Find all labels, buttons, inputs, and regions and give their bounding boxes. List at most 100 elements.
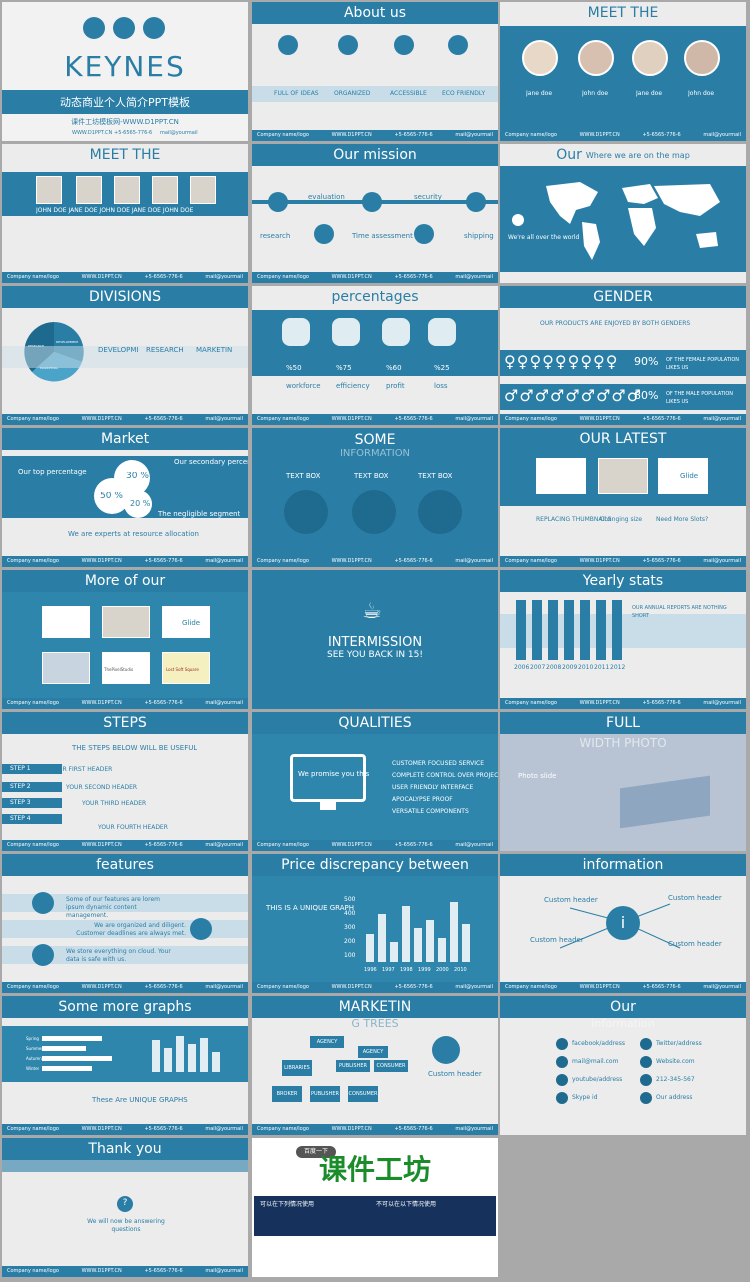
contact-item[interactable]: facebook/address xyxy=(572,1040,625,1047)
slide-latest[interactable]: OUR LATEST Glide REPLACING THUMBNAILS Ch… xyxy=(500,428,746,567)
slide-title: Yearly stats xyxy=(500,570,746,592)
slide-more-graphs[interactable]: Some more graphs Spring Summer Autumn Wi… xyxy=(2,996,248,1135)
year-label: 2012 xyxy=(610,664,626,671)
tree-node[interactable]: PUBLISHER xyxy=(336,1060,370,1072)
feature-band xyxy=(2,894,248,912)
footer: Company name/logo WWW.D1PPT.CN +5-6565-776… xyxy=(500,414,746,425)
slide-promo[interactable]: 百度一下 课件工坊 可以在下列情况使用 不可以在以下情况使用 xyxy=(252,1138,498,1277)
lost-soft-logo: Lost Soft Square xyxy=(166,667,199,672)
slide-meet-1[interactable]: MEET THE Jane doe John doe Jane doe John… xyxy=(500,2,746,141)
year-bar xyxy=(532,600,542,660)
footer: Company name/logo WWW.D1PPT.CN +5-6565-776… xyxy=(2,840,248,851)
latest-item: Changing size xyxy=(600,516,643,523)
tree-node[interactable]: LIBRARIES xyxy=(282,1060,312,1076)
percent-value: %75 xyxy=(336,364,352,372)
tree-node[interactable]: BROKER xyxy=(272,1086,302,1102)
slide-full-photo[interactable]: FULL WIDTH PHOTO Photo slide xyxy=(500,712,746,851)
text-circle xyxy=(418,490,462,534)
step-header: YOUR FIRST HEADER xyxy=(50,766,113,773)
tree-node[interactable]: AGENCY xyxy=(358,1046,388,1058)
step-header: YOUR FOURTH HEADER xyxy=(98,824,168,831)
price-bar xyxy=(438,938,446,962)
step-4 xyxy=(2,814,62,824)
hbar-cat: Winter xyxy=(26,1066,40,1071)
percent-shape xyxy=(382,318,410,346)
step-label: STEP 2 xyxy=(10,783,31,790)
quality-item: USER FRIENDLY INTERFACE xyxy=(392,784,474,791)
contact-item[interactable]: Our address xyxy=(656,1094,693,1101)
intermission-title: INTERMISSION xyxy=(327,636,423,650)
slide-qualities[interactable]: QUALITIES We promise you this CUSTOMER F… xyxy=(252,712,498,851)
stopwatch-icon xyxy=(362,192,382,212)
slide-mission[interactable]: Our mission research evaluation Time ass… xyxy=(252,144,498,283)
male-band xyxy=(500,384,746,410)
latest-item: REPLACING THUMBNAILS xyxy=(536,516,612,523)
slide-cover[interactable]: KEYNES 动态商业个人简介PPT模板 课件工坊模板网-WWW.D1PPT.C… xyxy=(2,2,248,141)
contact-item[interactable]: Skype id xyxy=(572,1094,598,1101)
search-icon xyxy=(268,192,288,212)
male-percent: 80% xyxy=(634,390,659,402)
gallery-item xyxy=(102,652,150,684)
slide-marketing-trees[interactable]: MARKETIN G TREES AGENCY AGENCY PUBLISHER… xyxy=(252,996,498,1135)
footer: Company name/logo WWW.D1PPT.CN +5-6565-776… xyxy=(500,698,746,709)
slide-contact[interactable]: Our information facebook/address mail@ma… xyxy=(500,996,746,1135)
gender-headline: OUR PRODUCTS ARE ENJOYED BY BOTH GENDERS xyxy=(540,320,691,327)
person-name: Jane doe xyxy=(526,90,553,97)
slide-information[interactable]: information i Custom header Custom heade… xyxy=(500,854,746,993)
contact-item[interactable]: youtube/address xyxy=(572,1076,623,1083)
slide-price[interactable]: Price discrepancy between THIS IS A UNIQ… xyxy=(252,854,498,993)
slide-some-info[interactable]: SOME INFORMATION TEXT BOX TEXT BOX TEXT … xyxy=(252,428,498,567)
step-label: shipping xyxy=(464,232,494,240)
year-bar xyxy=(596,600,606,660)
price-bar xyxy=(426,920,434,962)
contact-item[interactable]: mail@mail.com xyxy=(572,1058,619,1065)
tree-node[interactable]: CONSUMER xyxy=(374,1060,408,1072)
slide-yearly[interactable]: Yearly stats 2006 2007 2008 2009 2010 20… xyxy=(500,570,746,709)
quality-item: CUSTOMER FOCUSED SERVICE xyxy=(392,760,484,767)
footer: Company name/logo WWW.D1PPT.CN +5-6565-776… xyxy=(2,556,248,567)
slide-map[interactable]: Our Where we are on the map We're all ov… xyxy=(500,144,746,283)
slide-features[interactable]: features Some of our features are lorem … xyxy=(2,854,248,993)
year-label: 2006 xyxy=(514,664,530,671)
slide-subtitle: INFORMATION xyxy=(339,448,411,459)
slide-title: MEET THE xyxy=(89,147,161,163)
photo-caption: Photo slide xyxy=(518,772,557,780)
slide-market[interactable]: Market 30 % 50 % 20 % Our top percentage… xyxy=(2,428,248,567)
cloud-icon xyxy=(32,944,54,966)
slide-title: Market xyxy=(2,428,248,450)
person-name: John doe xyxy=(582,90,609,97)
about-item: ACCESSIBLE xyxy=(390,90,427,97)
slide-thanks[interactable]: Thank you ? We will now be answering que… xyxy=(2,1138,248,1277)
y-tick: 200 xyxy=(344,938,356,945)
avatar xyxy=(522,40,558,76)
question-icon xyxy=(117,1196,133,1212)
tree-node[interactable]: AGENCY xyxy=(310,1036,344,1048)
female-percent: 90% xyxy=(634,356,659,368)
location-icon xyxy=(640,1092,652,1104)
hbar xyxy=(42,1046,86,1051)
slide-divisions[interactable]: DIVISIONS DEVELOPMENT MARKETING RESEARCH… xyxy=(2,286,248,425)
portrait-photo xyxy=(76,176,102,204)
info-glyph: i xyxy=(620,913,626,932)
slide-intermission[interactable]: ☕ INTERMISSION SEE YOU BACK IN 15! xyxy=(252,570,498,709)
contact-item[interactable]: Twitter/address xyxy=(656,1040,702,1047)
slide-meet-2[interactable]: MEET THE JOHN DOE JANE DOE JOHN DOE JANE… xyxy=(2,144,248,283)
text-box-label: TEXT BOX xyxy=(354,472,389,480)
slide-more-of[interactable]: More of our Glide ThePixelStudio Lost So… xyxy=(2,570,248,709)
avatar xyxy=(578,40,614,76)
contact-item[interactable]: 212-345-567 xyxy=(656,1076,695,1083)
step-label: Time assessment xyxy=(352,232,413,240)
slide-steps[interactable]: STEPS THE STEPS BELOW WILL BE USEFUL STE… xyxy=(2,712,248,851)
slide-percentages[interactable]: percentages %50 %75 %60 %25 workforce ef… xyxy=(252,286,498,425)
slide-title: MARKETIN xyxy=(252,996,498,1018)
female-icons: ♀♀♀♀♀♀♀♀♀ xyxy=(504,352,619,371)
slide-gender[interactable]: GENDER OUR PRODUCTS ARE ENJOYED BY BOTH … xyxy=(500,286,746,425)
contact-item[interactable]: Website.com xyxy=(656,1058,695,1065)
tree-node[interactable]: CONSUMER xyxy=(348,1086,378,1102)
slide-title: SOME xyxy=(354,432,396,448)
slide-about[interactable]: About us FULL OF IDEAS ORGANIZED ACCESSI… xyxy=(252,2,498,141)
tree-node[interactable]: PUBLISHER xyxy=(310,1086,340,1102)
value-20: 20 % xyxy=(130,500,151,508)
thumbnail-photo xyxy=(598,458,648,494)
info-header: Custom header xyxy=(668,940,722,948)
